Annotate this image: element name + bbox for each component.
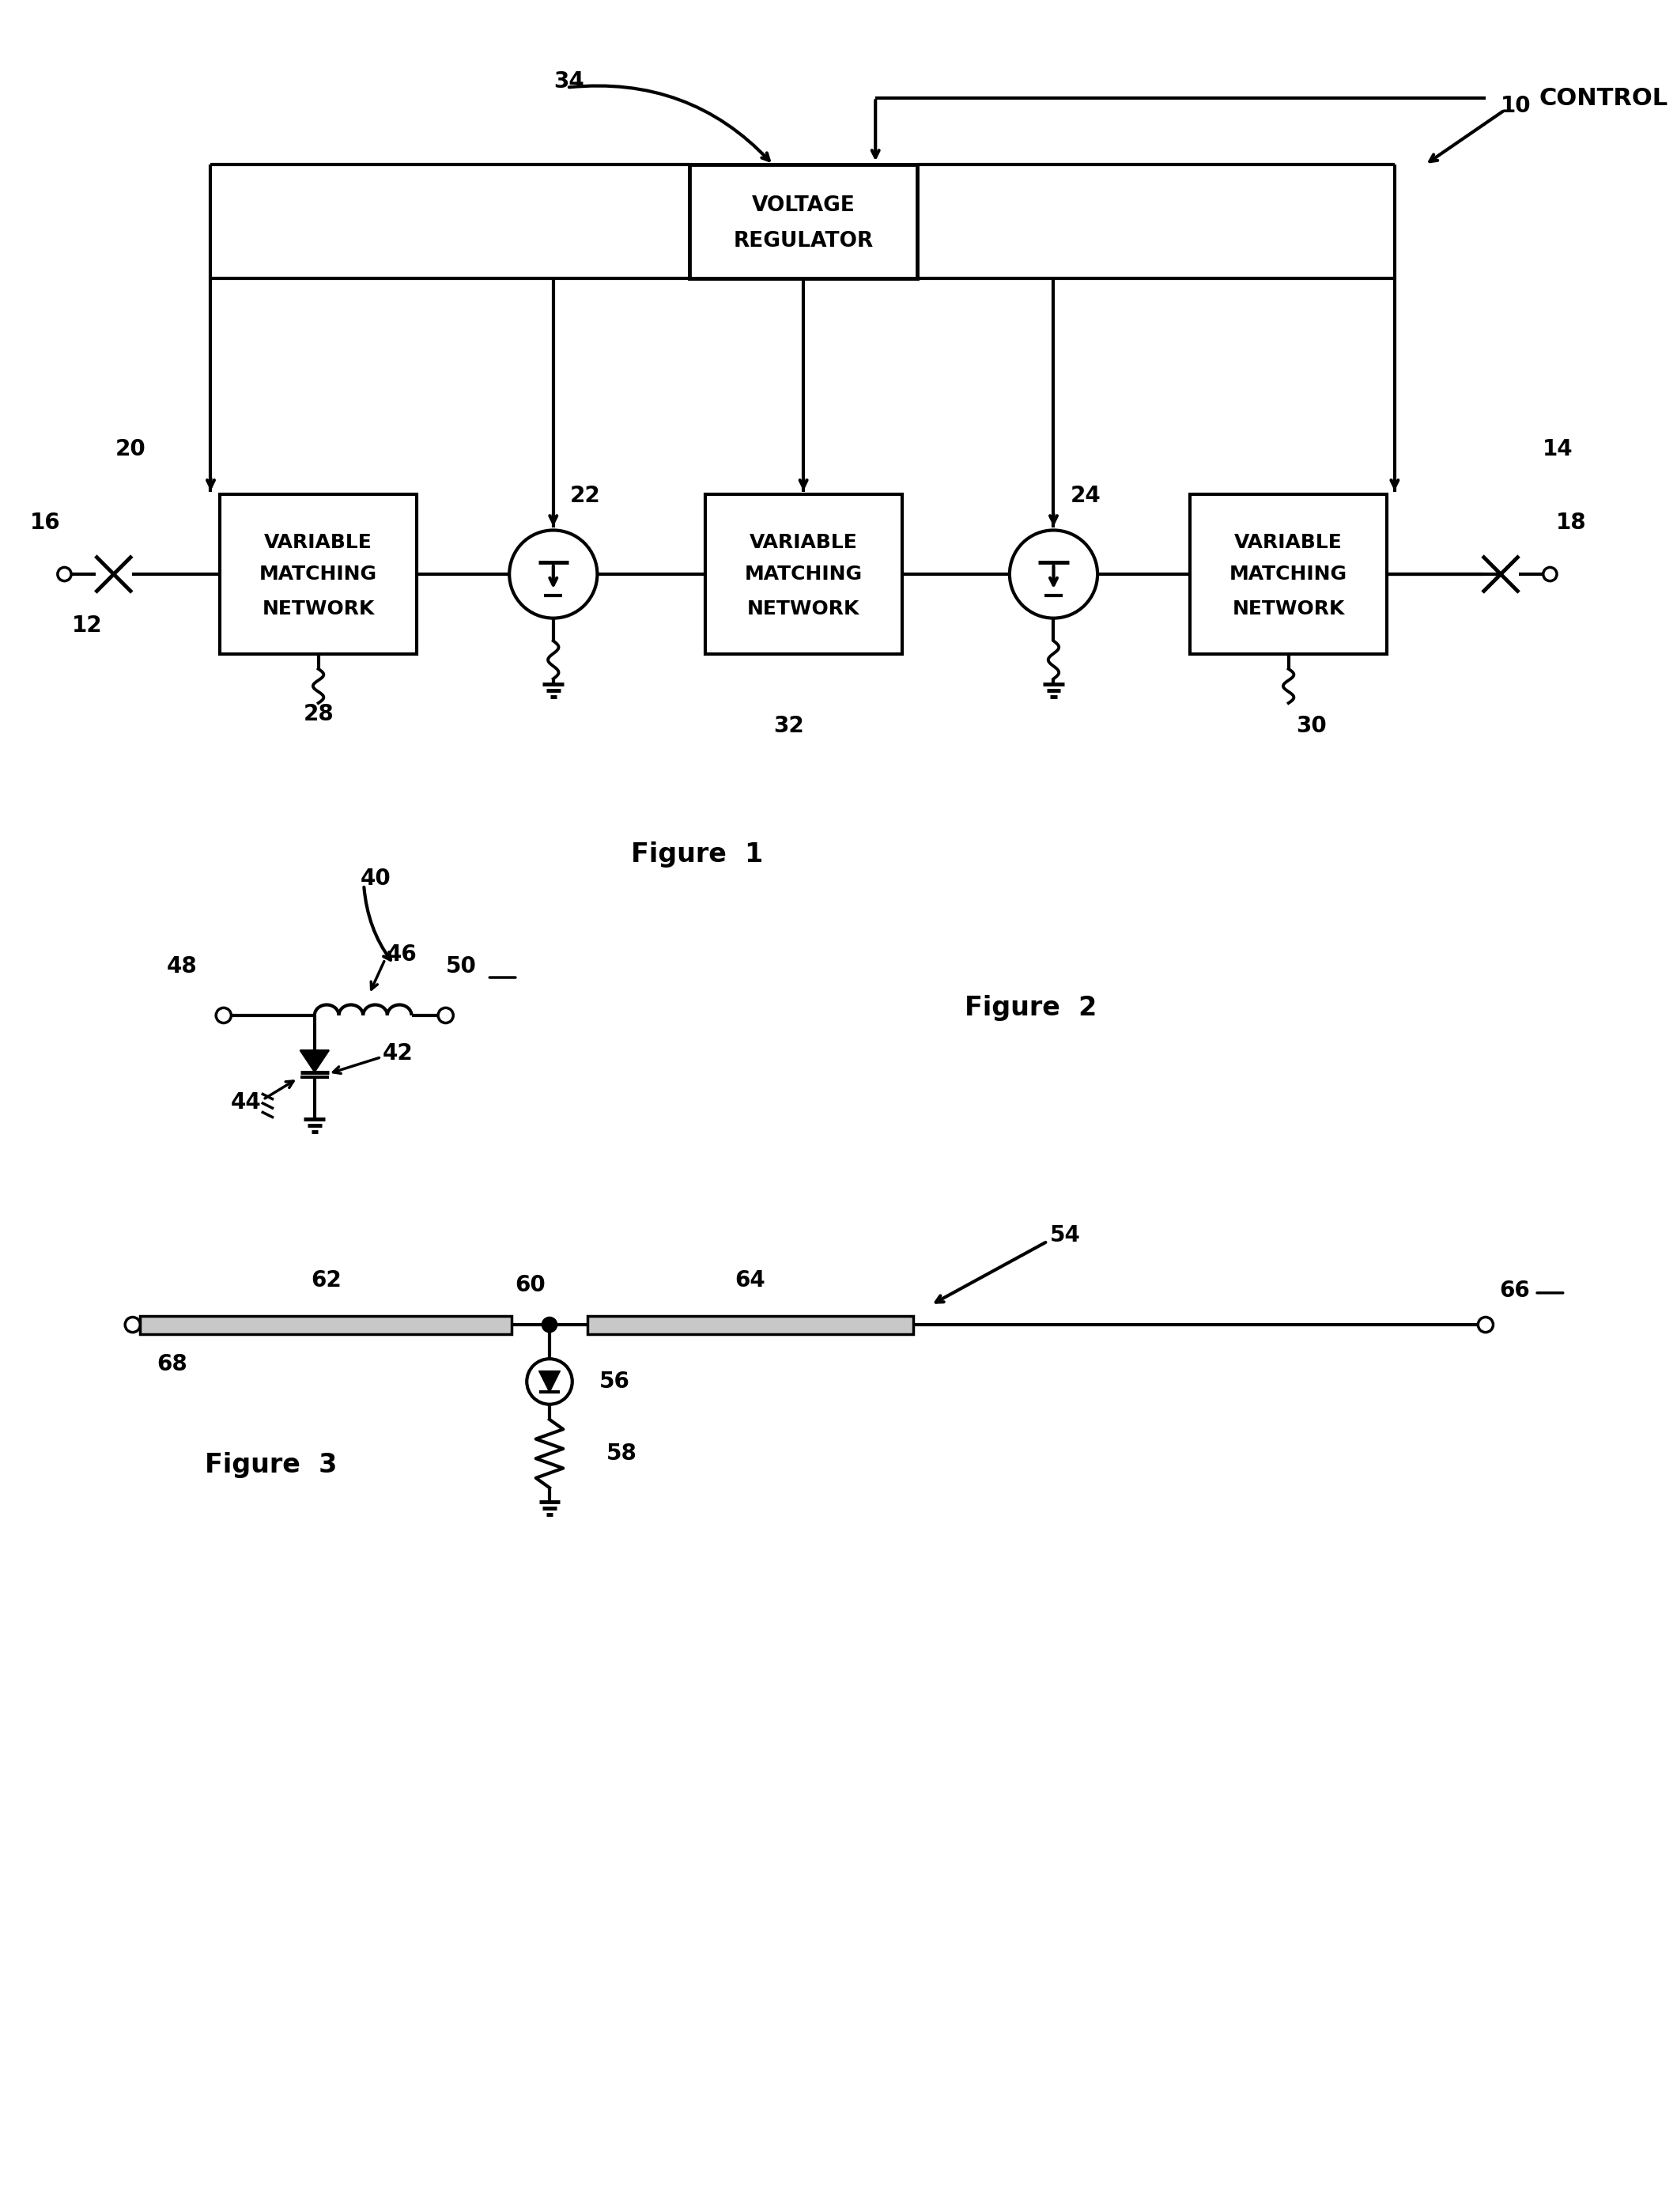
Text: 16: 16 bbox=[30, 511, 60, 533]
Polygon shape bbox=[538, 1371, 560, 1391]
Text: 56: 56 bbox=[599, 1371, 629, 1394]
Text: 44: 44 bbox=[231, 1091, 262, 1113]
Text: 60: 60 bbox=[515, 1274, 547, 1296]
Bar bbox=[704, 495, 902, 655]
Text: REGULATOR: REGULATOR bbox=[733, 230, 874, 252]
Text: MATCHING: MATCHING bbox=[745, 564, 862, 584]
Text: 20: 20 bbox=[116, 438, 146, 460]
Bar bbox=[1191, 495, 1387, 655]
Text: NETWORK: NETWORK bbox=[1233, 599, 1345, 619]
Text: VARIABLE: VARIABLE bbox=[750, 533, 857, 551]
Text: 58: 58 bbox=[607, 1442, 637, 1464]
Text: Figure  1: Figure 1 bbox=[631, 841, 763, 867]
Text: VARIABLE: VARIABLE bbox=[265, 533, 372, 551]
Text: NETWORK: NETWORK bbox=[748, 599, 860, 619]
Text: 54: 54 bbox=[1050, 1223, 1080, 1245]
Text: 22: 22 bbox=[570, 484, 600, 507]
Text: Figure  2: Figure 2 bbox=[964, 995, 1097, 1022]
Text: 48: 48 bbox=[166, 956, 198, 978]
Text: VOLTAGE: VOLTAGE bbox=[751, 195, 855, 217]
Text: NETWORK: NETWORK bbox=[262, 599, 374, 619]
Bar bbox=[220, 495, 418, 655]
Text: 62: 62 bbox=[310, 1270, 340, 1292]
Text: 30: 30 bbox=[1296, 714, 1327, 737]
Circle shape bbox=[543, 1318, 557, 1332]
Text: 32: 32 bbox=[773, 714, 803, 737]
Bar bbox=[587, 1316, 914, 1334]
Text: 40: 40 bbox=[361, 867, 391, 889]
Text: 18: 18 bbox=[1556, 511, 1586, 533]
Text: 12: 12 bbox=[72, 615, 102, 637]
Text: 68: 68 bbox=[158, 1354, 188, 1376]
Text: 24: 24 bbox=[1070, 484, 1100, 507]
Text: 64: 64 bbox=[735, 1270, 766, 1292]
Bar bbox=[689, 164, 917, 279]
Text: 66: 66 bbox=[1499, 1279, 1529, 1301]
Bar bbox=[141, 1316, 511, 1334]
Text: 28: 28 bbox=[304, 703, 334, 726]
Text: MATCHING: MATCHING bbox=[260, 564, 377, 584]
Text: 34: 34 bbox=[553, 71, 584, 93]
Text: 14: 14 bbox=[1543, 438, 1573, 460]
Text: 42: 42 bbox=[382, 1042, 414, 1064]
Text: VARIABLE: VARIABLE bbox=[1234, 533, 1343, 551]
Text: Figure  3: Figure 3 bbox=[205, 1451, 337, 1478]
Text: 50: 50 bbox=[446, 956, 476, 978]
Text: MATCHING: MATCHING bbox=[1229, 564, 1348, 584]
Polygon shape bbox=[300, 1051, 329, 1073]
Text: CONTROL: CONTROL bbox=[1538, 86, 1667, 111]
Text: 10: 10 bbox=[1501, 95, 1531, 117]
Text: 46: 46 bbox=[387, 945, 418, 967]
